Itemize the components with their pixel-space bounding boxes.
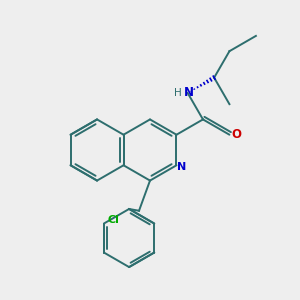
Text: Cl: Cl: [107, 215, 119, 225]
Text: N: N: [184, 86, 194, 100]
Text: N: N: [177, 162, 187, 172]
Text: O: O: [231, 128, 241, 141]
Text: H: H: [174, 88, 182, 98]
